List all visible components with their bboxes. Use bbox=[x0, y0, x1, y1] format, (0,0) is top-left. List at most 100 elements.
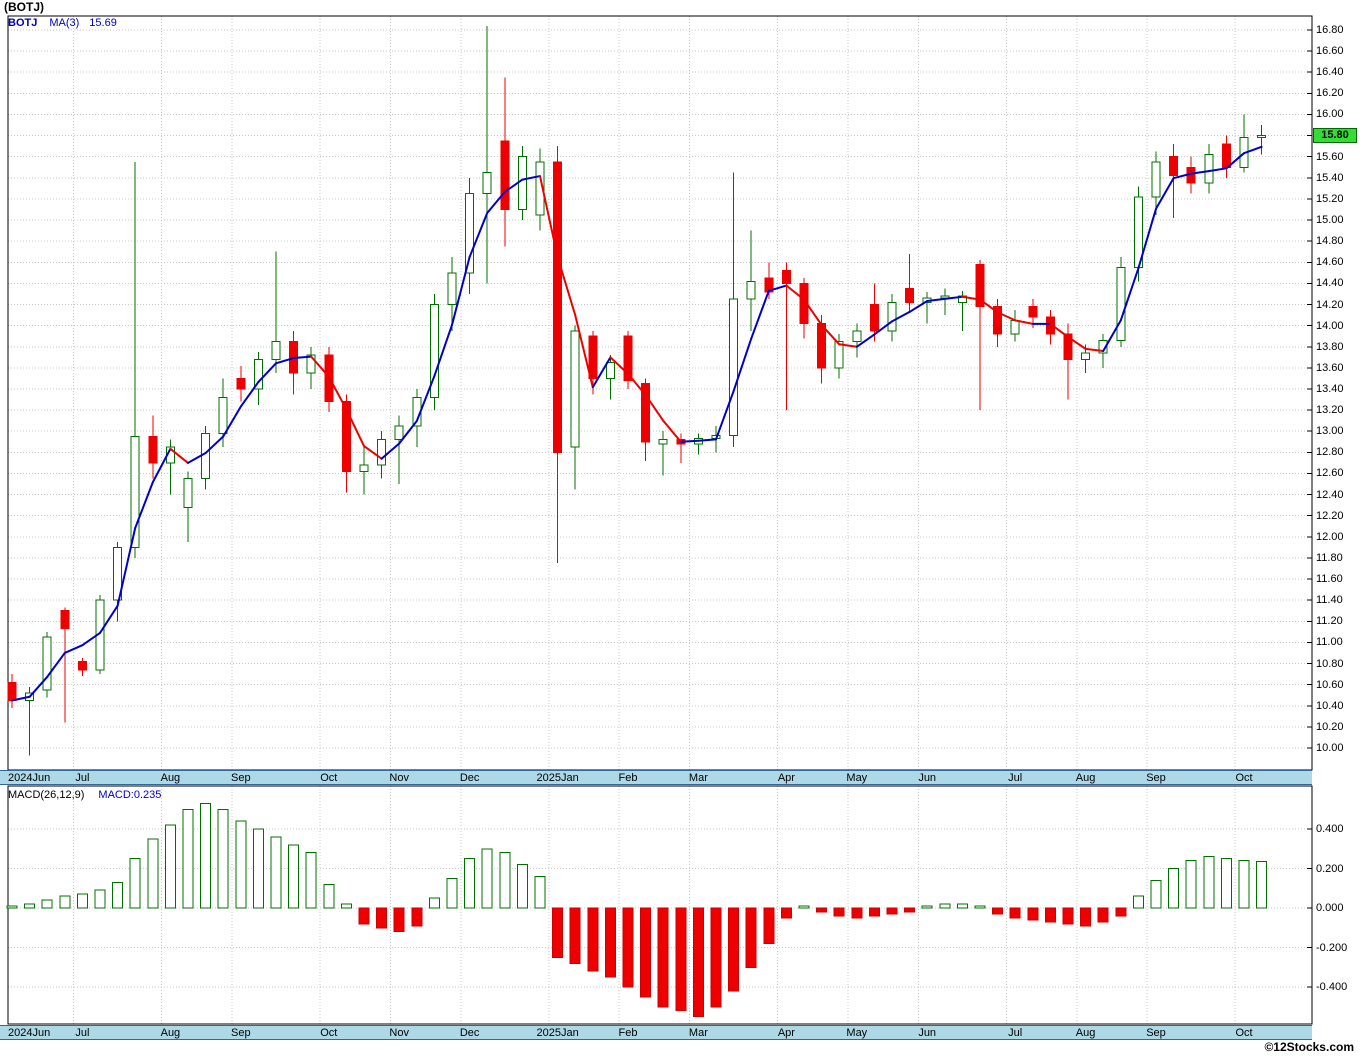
ma-segment bbox=[151, 447, 172, 484]
macd-bar bbox=[692, 907, 704, 1018]
ma-segment bbox=[644, 393, 665, 422]
macd-bar bbox=[851, 907, 863, 919]
month-label: Sep bbox=[1146, 772, 1166, 784]
candle bbox=[940, 288, 950, 316]
macd-bar bbox=[868, 907, 880, 917]
ma-segment bbox=[627, 372, 647, 396]
macd-bar bbox=[200, 802, 212, 909]
candle bbox=[377, 431, 387, 479]
macd-tick-label: 0.200 bbox=[1316, 862, 1344, 875]
macd-bar bbox=[358, 907, 370, 925]
candle bbox=[324, 346, 334, 413]
ma-segment bbox=[943, 295, 964, 300]
price-tick-label: 13.60 bbox=[1316, 361, 1344, 374]
ma-segment bbox=[415, 374, 436, 423]
price-tick-label: 10.80 bbox=[1316, 657, 1344, 670]
ma-segment bbox=[345, 408, 365, 448]
macd-bar bbox=[76, 893, 88, 909]
month-label: Jul bbox=[75, 1027, 90, 1039]
price-tick-label: 16.40 bbox=[1316, 66, 1344, 79]
candle bbox=[905, 253, 915, 313]
month-label: 2025Jan bbox=[536, 1027, 579, 1039]
ma-segment bbox=[257, 362, 277, 383]
ma-segment bbox=[979, 298, 999, 314]
macd-bar bbox=[411, 907, 423, 927]
macd-bar bbox=[1168, 868, 1180, 909]
month-label: Jul bbox=[1008, 772, 1023, 784]
candle bbox=[1116, 257, 1126, 347]
price-tick-label: 13.40 bbox=[1316, 382, 1344, 395]
month-label: Oct bbox=[1235, 772, 1253, 784]
ma-segment bbox=[1084, 347, 1105, 352]
ma-value: 15.69 bbox=[89, 17, 117, 29]
macd-bar bbox=[992, 907, 1004, 915]
macd-bar bbox=[657, 907, 669, 1008]
price-tick-label: 13.80 bbox=[1316, 340, 1344, 353]
macd-legend: MACD(26,12,9) MACD:0.235 bbox=[8, 789, 161, 801]
price-tick-label: 12.00 bbox=[1316, 530, 1344, 543]
ma-segment bbox=[1243, 145, 1263, 155]
candle bbox=[1257, 125, 1267, 155]
macd-bar bbox=[1150, 879, 1162, 909]
ma-line bbox=[11, 145, 1263, 702]
last-price-badge: 15.80 bbox=[1313, 128, 1357, 143]
ma-segment bbox=[732, 337, 753, 393]
candle bbox=[1169, 144, 1179, 218]
ma-label: MA(3) bbox=[49, 17, 80, 29]
price-tick-label: 16.80 bbox=[1316, 24, 1344, 36]
ma-segment bbox=[451, 256, 471, 326]
ma-segment bbox=[855, 333, 876, 348]
candle bbox=[975, 260, 985, 411]
macd-bar bbox=[921, 905, 933, 909]
candle bbox=[359, 447, 369, 495]
candle bbox=[236, 365, 246, 402]
macd-bar bbox=[481, 848, 493, 909]
candle bbox=[553, 146, 563, 564]
macd-bar bbox=[393, 907, 405, 933]
ma-segment bbox=[503, 178, 524, 193]
ma-segment bbox=[380, 442, 401, 460]
month-label: Sep bbox=[231, 772, 251, 784]
price-tick-label: 16.60 bbox=[1316, 45, 1344, 58]
macd-bar bbox=[464, 858, 476, 909]
ma-segment bbox=[961, 295, 981, 301]
candle bbox=[201, 425, 211, 490]
ma-segment bbox=[926, 297, 946, 303]
time-axis-top: 2024Jun Jul Aug Sep Oct Nov Dec 2025Jan Feb Mar Ap… bbox=[0, 770, 1312, 785]
candle bbox=[253, 352, 263, 405]
candle bbox=[729, 172, 739, 448]
price-tick-label: 14.40 bbox=[1316, 277, 1344, 290]
ma-segment bbox=[310, 355, 330, 378]
candle bbox=[869, 283, 879, 342]
month-label: Jul bbox=[75, 772, 90, 784]
ma-segment bbox=[750, 289, 770, 340]
ma-segment bbox=[820, 323, 841, 346]
candle bbox=[887, 293, 897, 342]
ma-segment bbox=[1207, 167, 1228, 173]
macd-bar bbox=[569, 907, 581, 964]
macd-bar bbox=[446, 877, 458, 909]
candle bbox=[641, 378, 651, 461]
price-tick-label: 10.60 bbox=[1316, 678, 1344, 691]
page-title: (BOTJ) bbox=[4, 0, 44, 14]
candle bbox=[1204, 144, 1214, 194]
macd-bar bbox=[376, 907, 388, 929]
candle bbox=[922, 291, 932, 324]
price-tick-label: 10.40 bbox=[1316, 699, 1344, 712]
copyright: ©12Stocks.com bbox=[1264, 1040, 1354, 1054]
macd-bar bbox=[499, 852, 511, 909]
ma-segment bbox=[116, 527, 137, 607]
candle bbox=[465, 177, 475, 294]
macd-bar bbox=[1203, 856, 1215, 909]
macd-bar bbox=[428, 897, 440, 909]
ma-segment bbox=[1014, 319, 1034, 325]
candle bbox=[1045, 309, 1055, 345]
ma-segment bbox=[398, 420, 418, 445]
macd-bar bbox=[252, 828, 264, 909]
candle bbox=[77, 658, 87, 677]
ma-segment bbox=[187, 452, 207, 464]
ma-segment bbox=[46, 651, 66, 678]
price-tick-label: 12.40 bbox=[1316, 488, 1344, 501]
candle bbox=[482, 25, 492, 284]
